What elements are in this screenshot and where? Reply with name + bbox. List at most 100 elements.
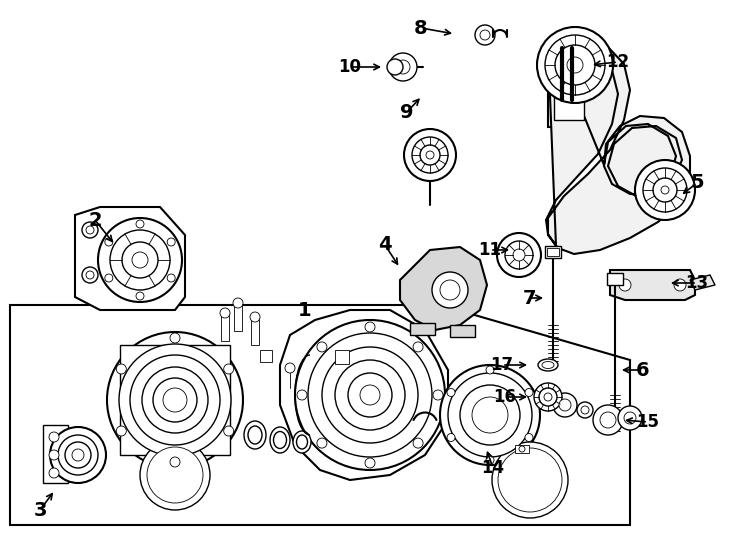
Circle shape <box>58 435 98 475</box>
Ellipse shape <box>293 431 311 453</box>
Circle shape <box>432 272 468 308</box>
Circle shape <box>224 364 233 374</box>
Circle shape <box>119 344 231 456</box>
Circle shape <box>412 137 448 173</box>
Circle shape <box>50 427 106 483</box>
Circle shape <box>513 249 525 261</box>
Circle shape <box>116 364 126 374</box>
Bar <box>554 48 584 120</box>
Circle shape <box>170 333 180 343</box>
Circle shape <box>167 238 175 246</box>
Ellipse shape <box>244 421 266 449</box>
Circle shape <box>285 363 295 373</box>
Circle shape <box>170 457 180 467</box>
Circle shape <box>389 53 417 81</box>
Circle shape <box>486 456 494 464</box>
Bar <box>410 323 435 335</box>
Circle shape <box>475 25 495 45</box>
Circle shape <box>49 450 59 460</box>
Text: 6: 6 <box>636 361 650 380</box>
Circle shape <box>105 238 113 246</box>
Text: 9: 9 <box>400 103 414 122</box>
Circle shape <box>472 397 508 433</box>
Circle shape <box>365 322 375 332</box>
Text: 14: 14 <box>482 459 504 477</box>
Circle shape <box>86 226 94 234</box>
Circle shape <box>387 59 403 75</box>
Circle shape <box>505 241 533 269</box>
Circle shape <box>297 390 307 400</box>
Ellipse shape <box>270 427 290 453</box>
Circle shape <box>534 383 562 411</box>
Circle shape <box>322 347 418 443</box>
Circle shape <box>116 426 126 436</box>
Bar <box>545 246 561 258</box>
Circle shape <box>220 308 230 318</box>
Circle shape <box>619 279 631 291</box>
Circle shape <box>600 412 616 428</box>
Circle shape <box>519 446 525 452</box>
Text: 15: 15 <box>636 413 660 431</box>
Polygon shape <box>690 275 715 290</box>
Circle shape <box>130 355 220 445</box>
Circle shape <box>480 30 490 40</box>
Circle shape <box>486 366 494 374</box>
Bar <box>251 317 259 345</box>
Circle shape <box>147 447 203 503</box>
Circle shape <box>317 342 327 352</box>
Circle shape <box>404 129 456 181</box>
Bar <box>450 325 475 337</box>
Text: 3: 3 <box>33 501 47 519</box>
Text: 4: 4 <box>378 235 392 254</box>
Text: 17: 17 <box>490 356 514 374</box>
Circle shape <box>105 274 113 282</box>
Text: 2: 2 <box>88 211 102 229</box>
Text: 16: 16 <box>493 388 517 406</box>
Circle shape <box>136 292 144 300</box>
Circle shape <box>498 448 562 512</box>
Bar <box>335 350 349 364</box>
Circle shape <box>365 458 375 468</box>
Circle shape <box>539 388 557 406</box>
Bar <box>548 42 590 127</box>
Circle shape <box>447 434 455 442</box>
Circle shape <box>82 267 98 283</box>
Circle shape <box>559 399 571 411</box>
Circle shape <box>661 186 669 194</box>
Text: 8: 8 <box>414 18 428 37</box>
Polygon shape <box>400 247 487 330</box>
Bar <box>607 273 623 285</box>
Circle shape <box>448 373 532 457</box>
Circle shape <box>593 405 623 435</box>
Polygon shape <box>75 207 185 310</box>
Circle shape <box>396 60 410 74</box>
Circle shape <box>72 449 84 461</box>
Circle shape <box>167 274 175 282</box>
Text: 12: 12 <box>606 53 630 71</box>
Circle shape <box>348 373 392 417</box>
Ellipse shape <box>297 435 308 449</box>
Bar <box>260 350 272 362</box>
Circle shape <box>98 218 182 302</box>
Circle shape <box>653 178 677 202</box>
Circle shape <box>618 406 642 430</box>
Circle shape <box>49 468 59 478</box>
Circle shape <box>132 252 148 268</box>
Text: 7: 7 <box>523 288 536 307</box>
Circle shape <box>295 320 445 470</box>
Circle shape <box>433 390 443 400</box>
Circle shape <box>553 393 577 417</box>
Text: 13: 13 <box>686 274 708 292</box>
Ellipse shape <box>274 431 286 449</box>
Circle shape <box>122 242 158 278</box>
Circle shape <box>140 440 210 510</box>
Circle shape <box>525 388 533 396</box>
Bar <box>120 345 230 455</box>
Circle shape <box>440 365 540 465</box>
Circle shape <box>577 402 593 418</box>
Polygon shape <box>546 38 690 254</box>
Text: 1: 1 <box>298 300 312 320</box>
Bar <box>43 425 68 483</box>
Circle shape <box>317 438 327 448</box>
Ellipse shape <box>542 361 554 368</box>
